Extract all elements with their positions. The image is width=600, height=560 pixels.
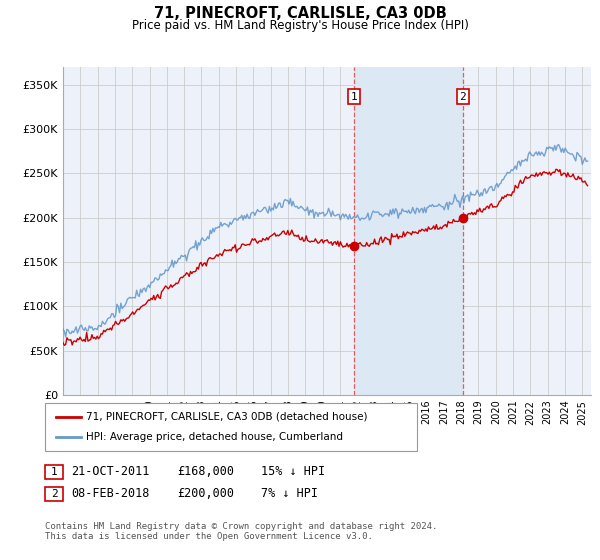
Text: 21-OCT-2011: 21-OCT-2011 [71,465,149,478]
Text: £168,000: £168,000 [177,465,234,478]
Text: HPI: Average price, detached house, Cumberland: HPI: Average price, detached house, Cumb… [86,432,343,442]
Text: 1: 1 [50,466,58,477]
Text: Contains HM Land Registry data © Crown copyright and database right 2024.
This d: Contains HM Land Registry data © Crown c… [45,522,437,542]
Text: 71, PINECROFT, CARLISLE, CA3 0DB: 71, PINECROFT, CARLISLE, CA3 0DB [154,6,446,21]
Text: 2: 2 [460,92,466,102]
Text: £200,000: £200,000 [177,487,234,501]
Text: Price paid vs. HM Land Registry's House Price Index (HPI): Price paid vs. HM Land Registry's House … [131,19,469,32]
Text: 1: 1 [350,92,357,102]
Bar [354,67,463,395]
Text: 7% ↓ HPI: 7% ↓ HPI [261,487,318,501]
Text: 15% ↓ HPI: 15% ↓ HPI [261,465,325,478]
Text: 08-FEB-2018: 08-FEB-2018 [71,487,149,501]
Text: 71, PINECROFT, CARLISLE, CA3 0DB (detached house): 71, PINECROFT, CARLISLE, CA3 0DB (detach… [86,412,367,422]
Text: 2: 2 [50,489,58,499]
